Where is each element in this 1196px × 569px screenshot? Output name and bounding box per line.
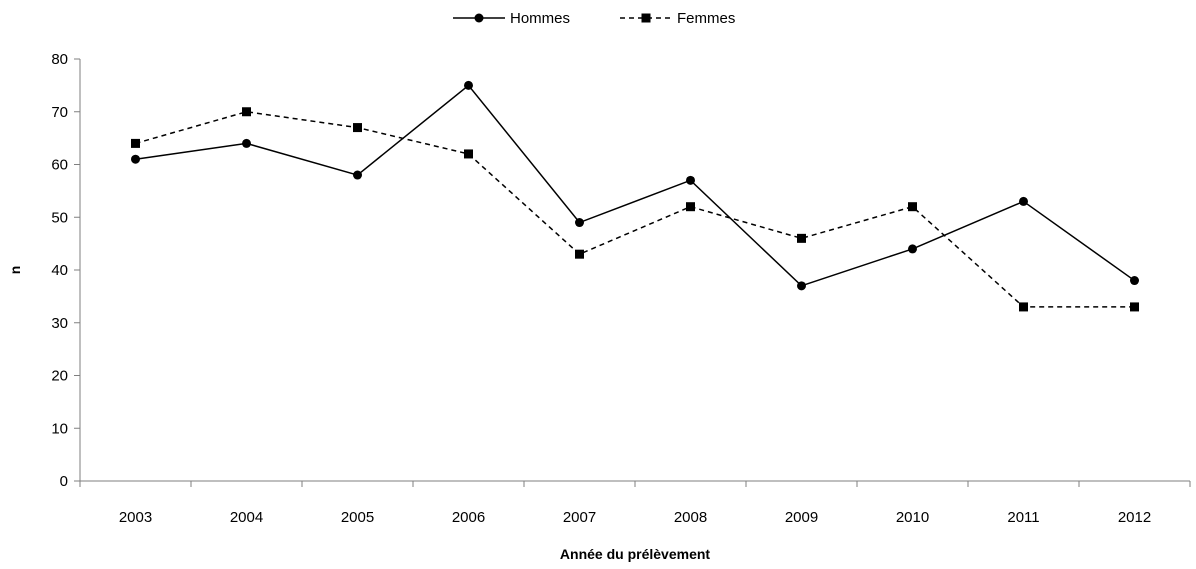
y-tick-label: 50 xyxy=(51,209,68,226)
legend: Hommes Femmes xyxy=(453,10,735,27)
axes xyxy=(79,59,1190,482)
y-axis-title: n xyxy=(7,266,23,275)
legend-marker-hommes xyxy=(474,13,484,23)
data-point-hommes xyxy=(242,138,251,148)
y-tick-label: 60 xyxy=(51,157,68,174)
y-tick-label: 70 xyxy=(51,104,68,121)
y-tick-label: 80 xyxy=(51,51,68,68)
data-point-femmes xyxy=(131,138,140,148)
data-point-hommes xyxy=(908,244,917,254)
data-point-hommes xyxy=(1130,276,1139,286)
x-tick-label: 2007 xyxy=(563,509,596,526)
y-tick-label: 0 xyxy=(60,473,68,490)
data-point-hommes xyxy=(353,170,362,180)
x-tick-label: 2011 xyxy=(1007,509,1039,526)
y-tick-label: 40 xyxy=(51,262,68,279)
y-tick-label: 10 xyxy=(51,420,68,437)
legend-label-hommes: Hommes xyxy=(510,10,570,27)
x-tick-label: 2008 xyxy=(674,509,707,526)
data-point-hommes xyxy=(575,218,584,228)
y-ticks: 0 10 20 30 40 50 60 70 80 xyxy=(51,51,80,490)
x-tick-label: 2006 xyxy=(452,509,485,526)
data-point-hommes xyxy=(1019,196,1028,206)
data-point-hommes xyxy=(464,80,473,90)
data-point-femmes xyxy=(353,123,362,133)
x-tick-label: 2009 xyxy=(785,509,818,526)
data-point-femmes xyxy=(797,233,806,243)
data-point-hommes xyxy=(686,175,695,185)
x-axis-title: Année du prélèvement xyxy=(560,546,710,562)
data-point-femmes xyxy=(464,149,473,159)
data-point-femmes xyxy=(908,202,917,212)
data-point-femmes xyxy=(1019,302,1028,312)
data-point-femmes xyxy=(1130,302,1139,312)
x-tick-label: 2012 xyxy=(1118,509,1151,526)
x-tick-label: 2005 xyxy=(341,509,374,526)
y-tick-label: 20 xyxy=(51,368,68,385)
series-line-hommes xyxy=(135,84,1135,287)
data-point-hommes xyxy=(797,281,806,291)
y-tick-label: 30 xyxy=(51,315,68,332)
x-tick-label: 2004 xyxy=(230,509,263,526)
x-tick-label: 2003 xyxy=(119,509,152,526)
legend-marker-femmes xyxy=(641,13,651,23)
x-ticks: 2003 2004 2005 2006 2007 2008 2009 2010 2011 2012 xyxy=(79,481,1191,526)
series-layer xyxy=(131,80,1139,312)
data-point-femmes xyxy=(686,202,695,212)
legend-label-femmes: Femmes xyxy=(677,10,735,27)
series-line-femmes xyxy=(135,110,1135,308)
data-point-femmes xyxy=(242,107,251,117)
data-point-femmes xyxy=(575,249,584,259)
data-point-hommes xyxy=(131,154,140,164)
x-tick-label: 2010 xyxy=(896,509,929,526)
